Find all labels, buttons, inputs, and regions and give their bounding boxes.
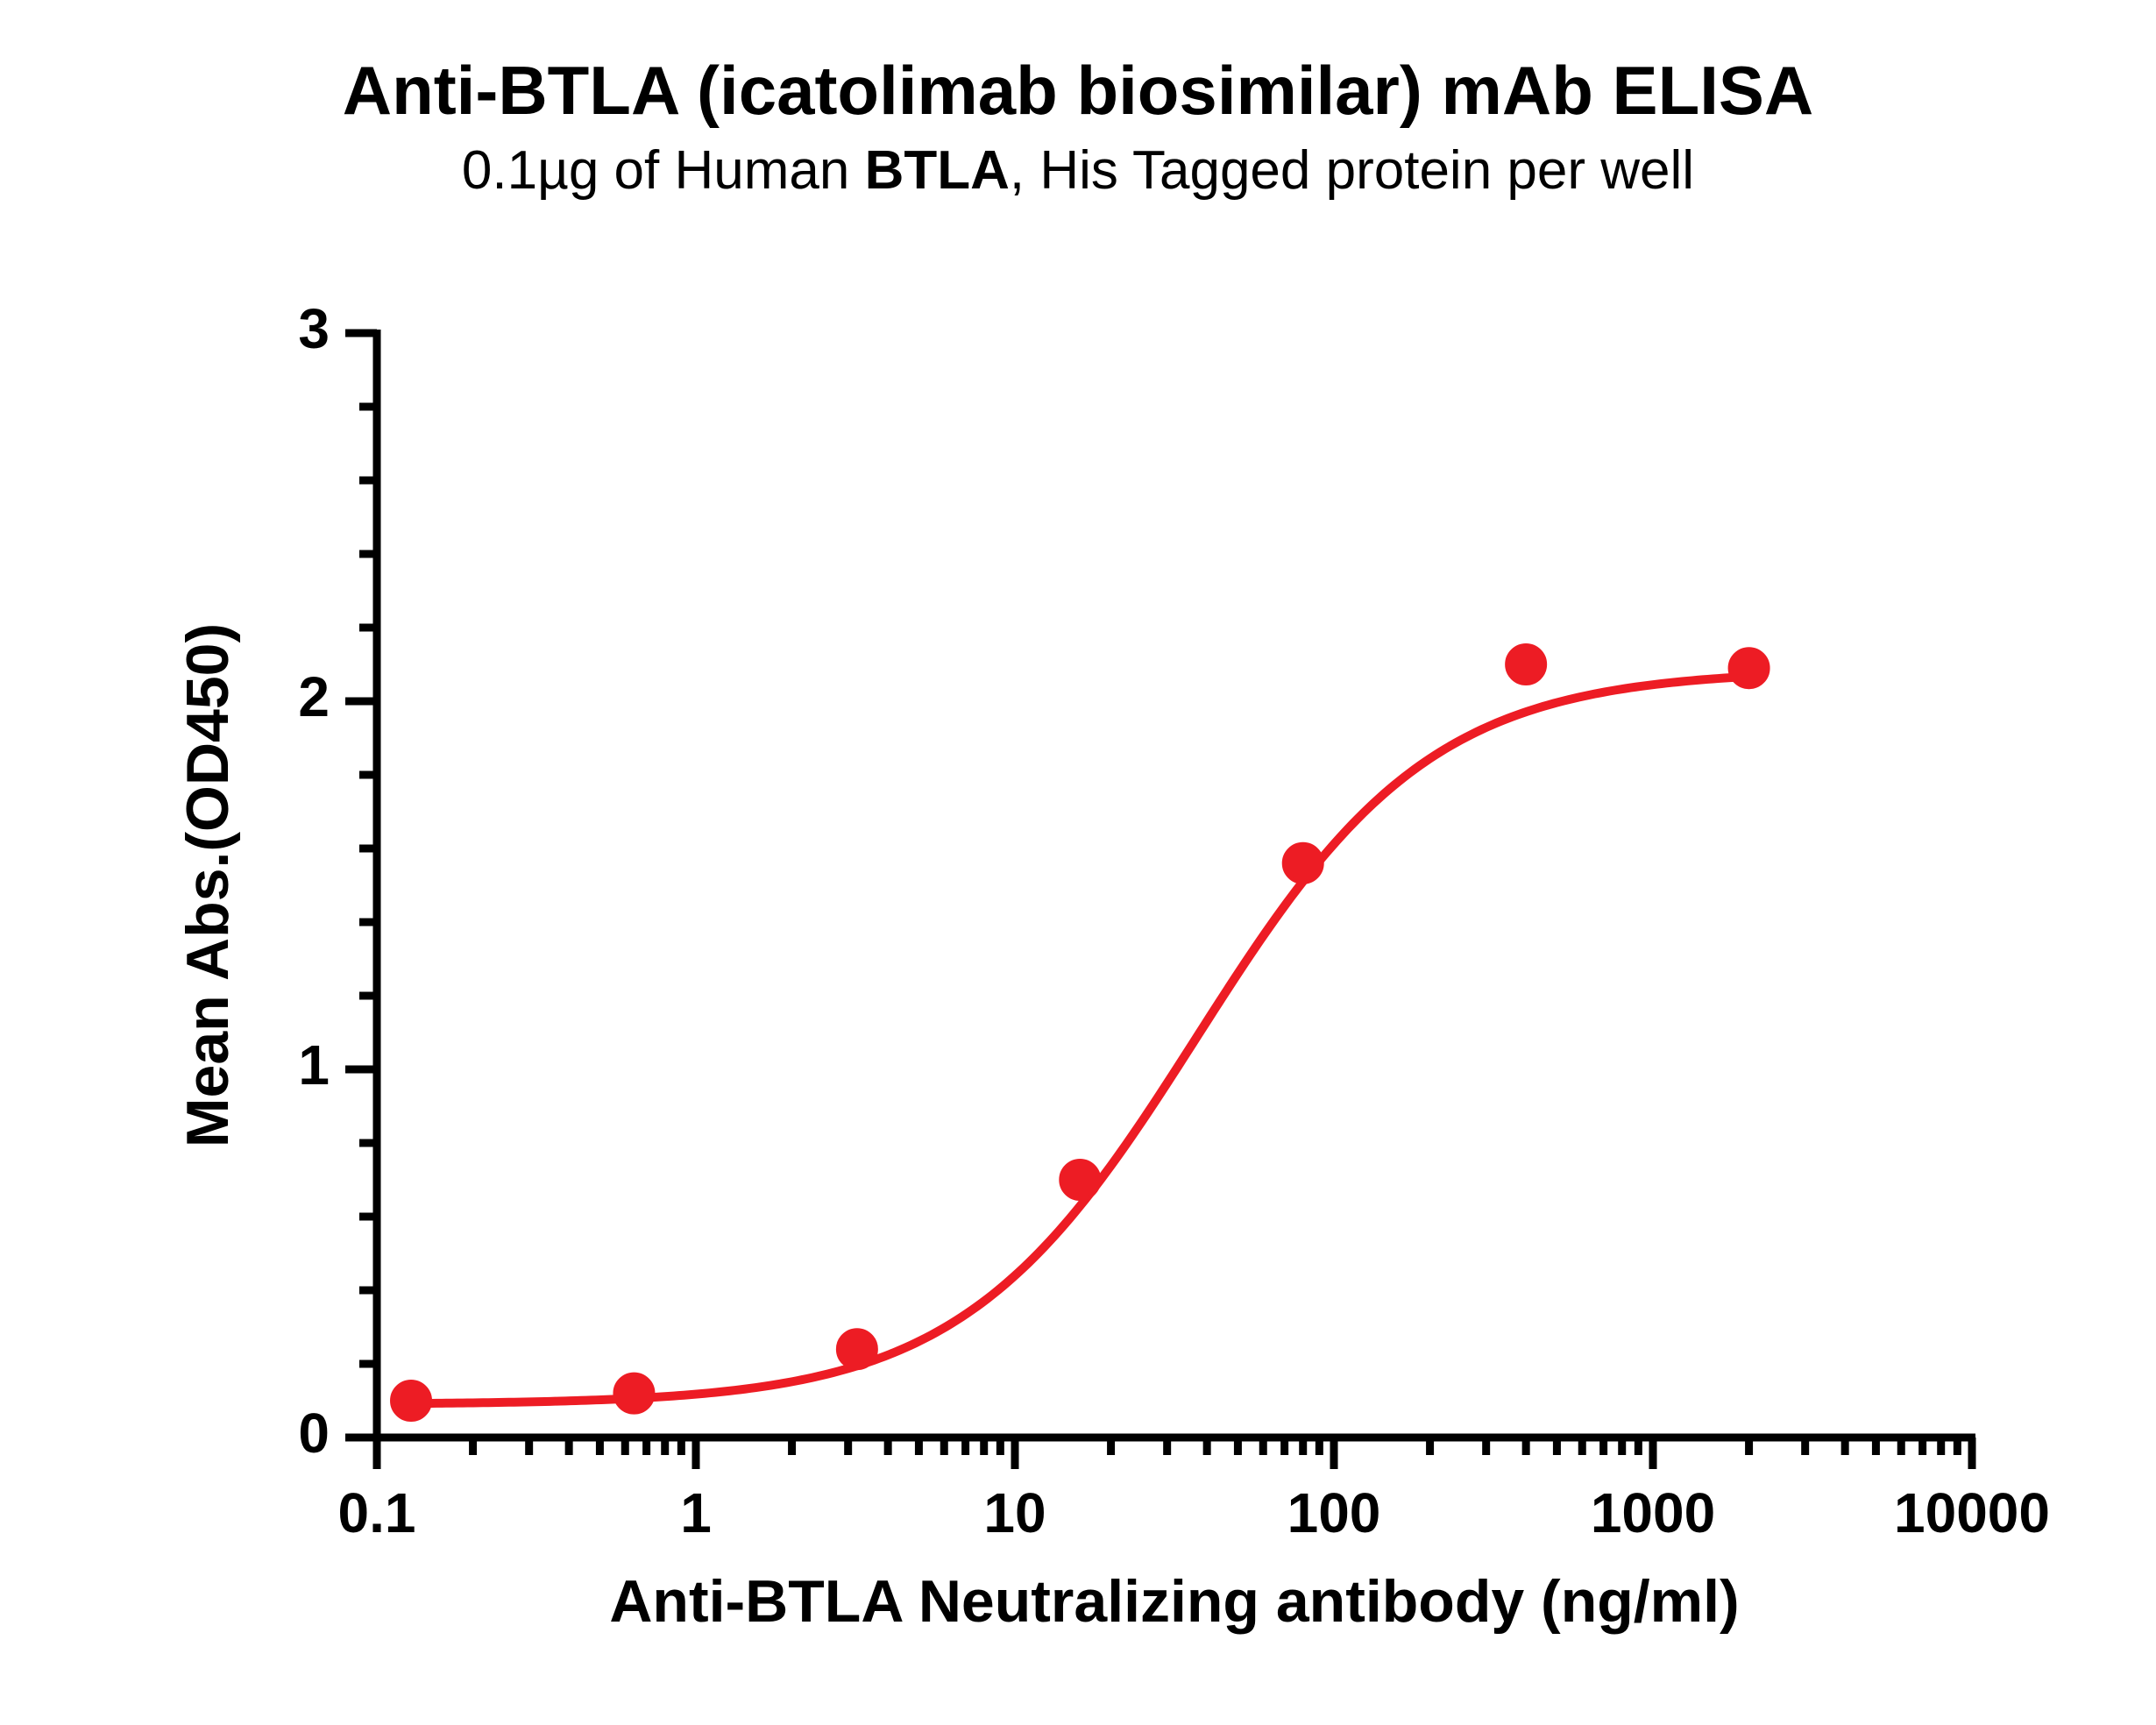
y-axis-label: Mean Abs.(OD450)	[174, 623, 241, 1147]
data-point	[838, 1330, 876, 1368]
x-tick-label: 10000	[1894, 1481, 2050, 1544]
x-tick-label: 100	[1287, 1481, 1381, 1544]
data-point	[1730, 649, 1769, 687]
data-point	[392, 1381, 430, 1420]
elisa-chart: Anti-BTLA (icatolimab biosimilar) mAb EL…	[0, 0, 2156, 1725]
x-tick-label: 10	[983, 1481, 1046, 1544]
chart-bg	[0, 0, 2156, 1725]
chart-svg: Anti-BTLA (icatolimab biosimilar) mAb EL…	[0, 0, 2156, 1725]
y-tick-label: 0	[298, 1402, 330, 1465]
chart-title-group: Anti-BTLA (icatolimab biosimilar) mAb EL…	[343, 52, 1814, 201]
y-tick-label: 3	[298, 297, 330, 360]
x-tick-label: 1000	[1591, 1481, 1715, 1544]
y-tick-label: 2	[298, 665, 330, 728]
chart-title-main: Anti-BTLA (icatolimab biosimilar) mAb EL…	[343, 52, 1814, 129]
x-tick-label: 0.1	[338, 1481, 416, 1544]
data-point	[1507, 645, 1545, 684]
x-axis-label: Anti-BTLA Neutralizing antibody (ng/ml)	[609, 1568, 1739, 1635]
data-point	[1060, 1161, 1099, 1199]
y-tick-label: 1	[298, 1033, 330, 1097]
x-tick-label: 1	[680, 1481, 712, 1544]
data-point	[1284, 844, 1323, 883]
data-point	[614, 1374, 653, 1413]
chart-title-sub: 0.1µg of Human BTLA, His Tagged protein …	[462, 140, 1694, 201]
